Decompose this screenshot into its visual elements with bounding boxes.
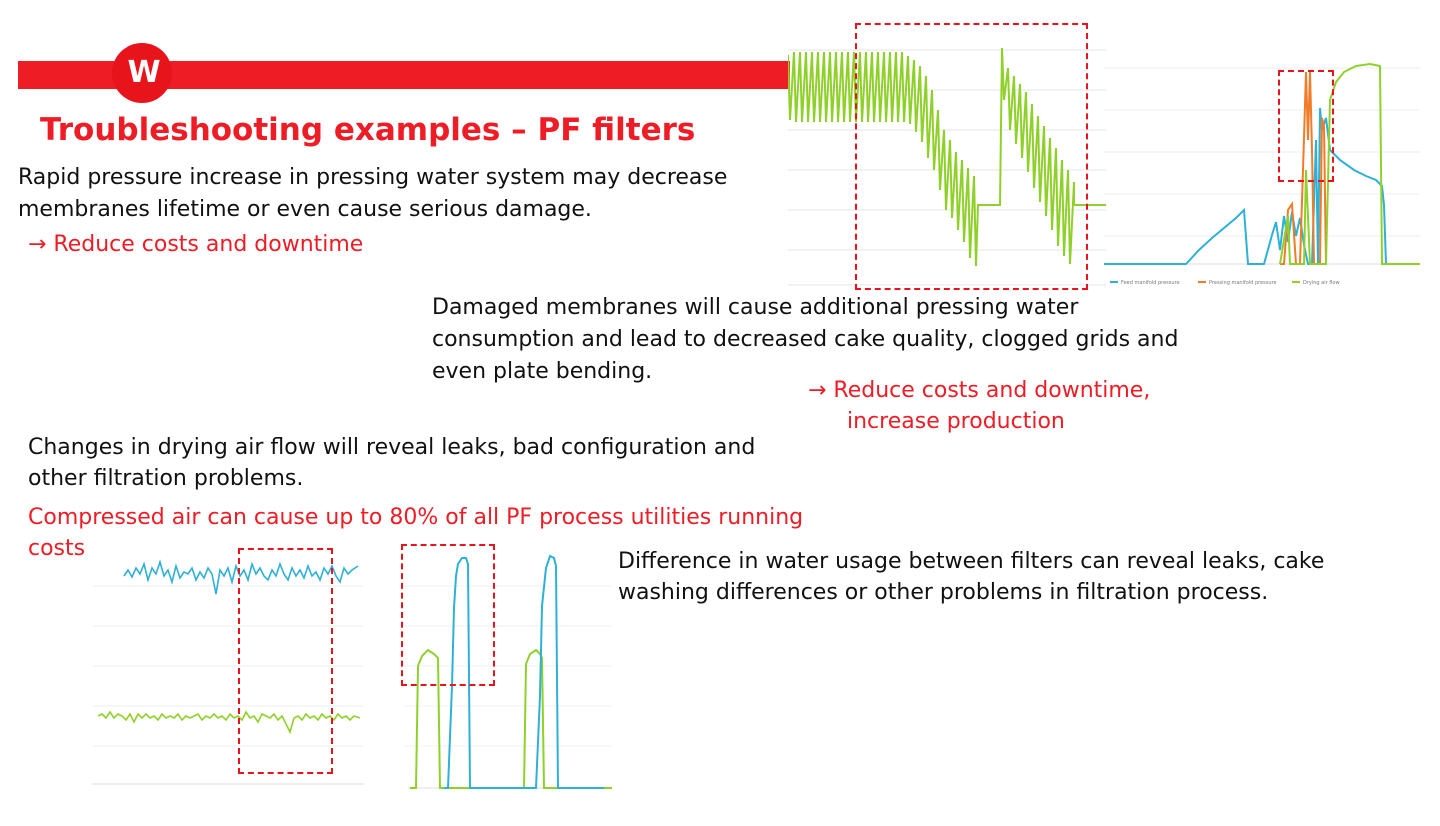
drying-air-chart — [92, 546, 364, 796]
block1-arrow: → Reduce costs and downtime — [28, 232, 364, 257]
drying-air-lower-line — [97, 710, 361, 735]
highlight-box-pressing — [855, 23, 1088, 290]
block3-line2: other filtration problems. — [28, 466, 304, 491]
block2-arrow2: increase production — [847, 409, 1065, 434]
filter-b-water-line — [444, 554, 604, 789]
highlight-box-manifold — [1278, 70, 1334, 182]
water-usage-chart — [404, 546, 612, 796]
pressing-pressure-svg — [788, 47, 1106, 286]
manifold-pressure-chart: Feed manifold pressure Pressing manifold… — [1104, 20, 1420, 290]
legend-pressing: Pressing manifold pressure — [1209, 280, 1277, 286]
drying-air-svg — [92, 559, 364, 785]
block2-arrow1: → Reduce costs and downtime, — [808, 378, 1151, 403]
water-usage-svg — [404, 554, 612, 789]
legend-drying: Drying air flow — [1303, 280, 1340, 286]
slide-title: Troubleshooting examples – PF filters — [40, 112, 696, 148]
block2-line3: even plate bending. — [432, 359, 653, 384]
block2-line1: Damaged membranes will cause additional … — [432, 295, 1079, 320]
legend-feed: Feed manifold pressure — [1121, 280, 1180, 286]
block3-red2: costs — [28, 536, 86, 561]
company-logo: W — [112, 43, 172, 103]
feed-pressure-line — [1104, 107, 1420, 265]
block2-line2: consumption and lead to decreased cake q… — [432, 327, 1179, 352]
block4-line1: Difference in water usage between filter… — [618, 549, 1325, 574]
drying-air-upper-line — [123, 559, 359, 595]
highlight-box-drying — [238, 548, 333, 774]
manifold-pressure-svg: Feed manifold pressure Pressing manifold… — [1104, 62, 1420, 286]
block3-line1: Changes in drying air flow will reveal l… — [28, 435, 756, 460]
block1-line1: Rapid pressure increase in pressing wate… — [18, 165, 728, 190]
block4-line2: washing differences or other problems in… — [618, 580, 1269, 605]
block3-red1: Compressed air can cause up to 80% of al… — [28, 505, 804, 530]
block1-line2: membranes lifetime or even cause serious… — [18, 197, 592, 222]
highlight-box-water — [401, 544, 495, 686]
drying-air-line — [1279, 62, 1420, 265]
pressing-manifold-line — [1280, 71, 1327, 265]
pressing-pressure-chart — [788, 20, 1106, 290]
pressing-pressure-line — [788, 47, 1106, 267]
